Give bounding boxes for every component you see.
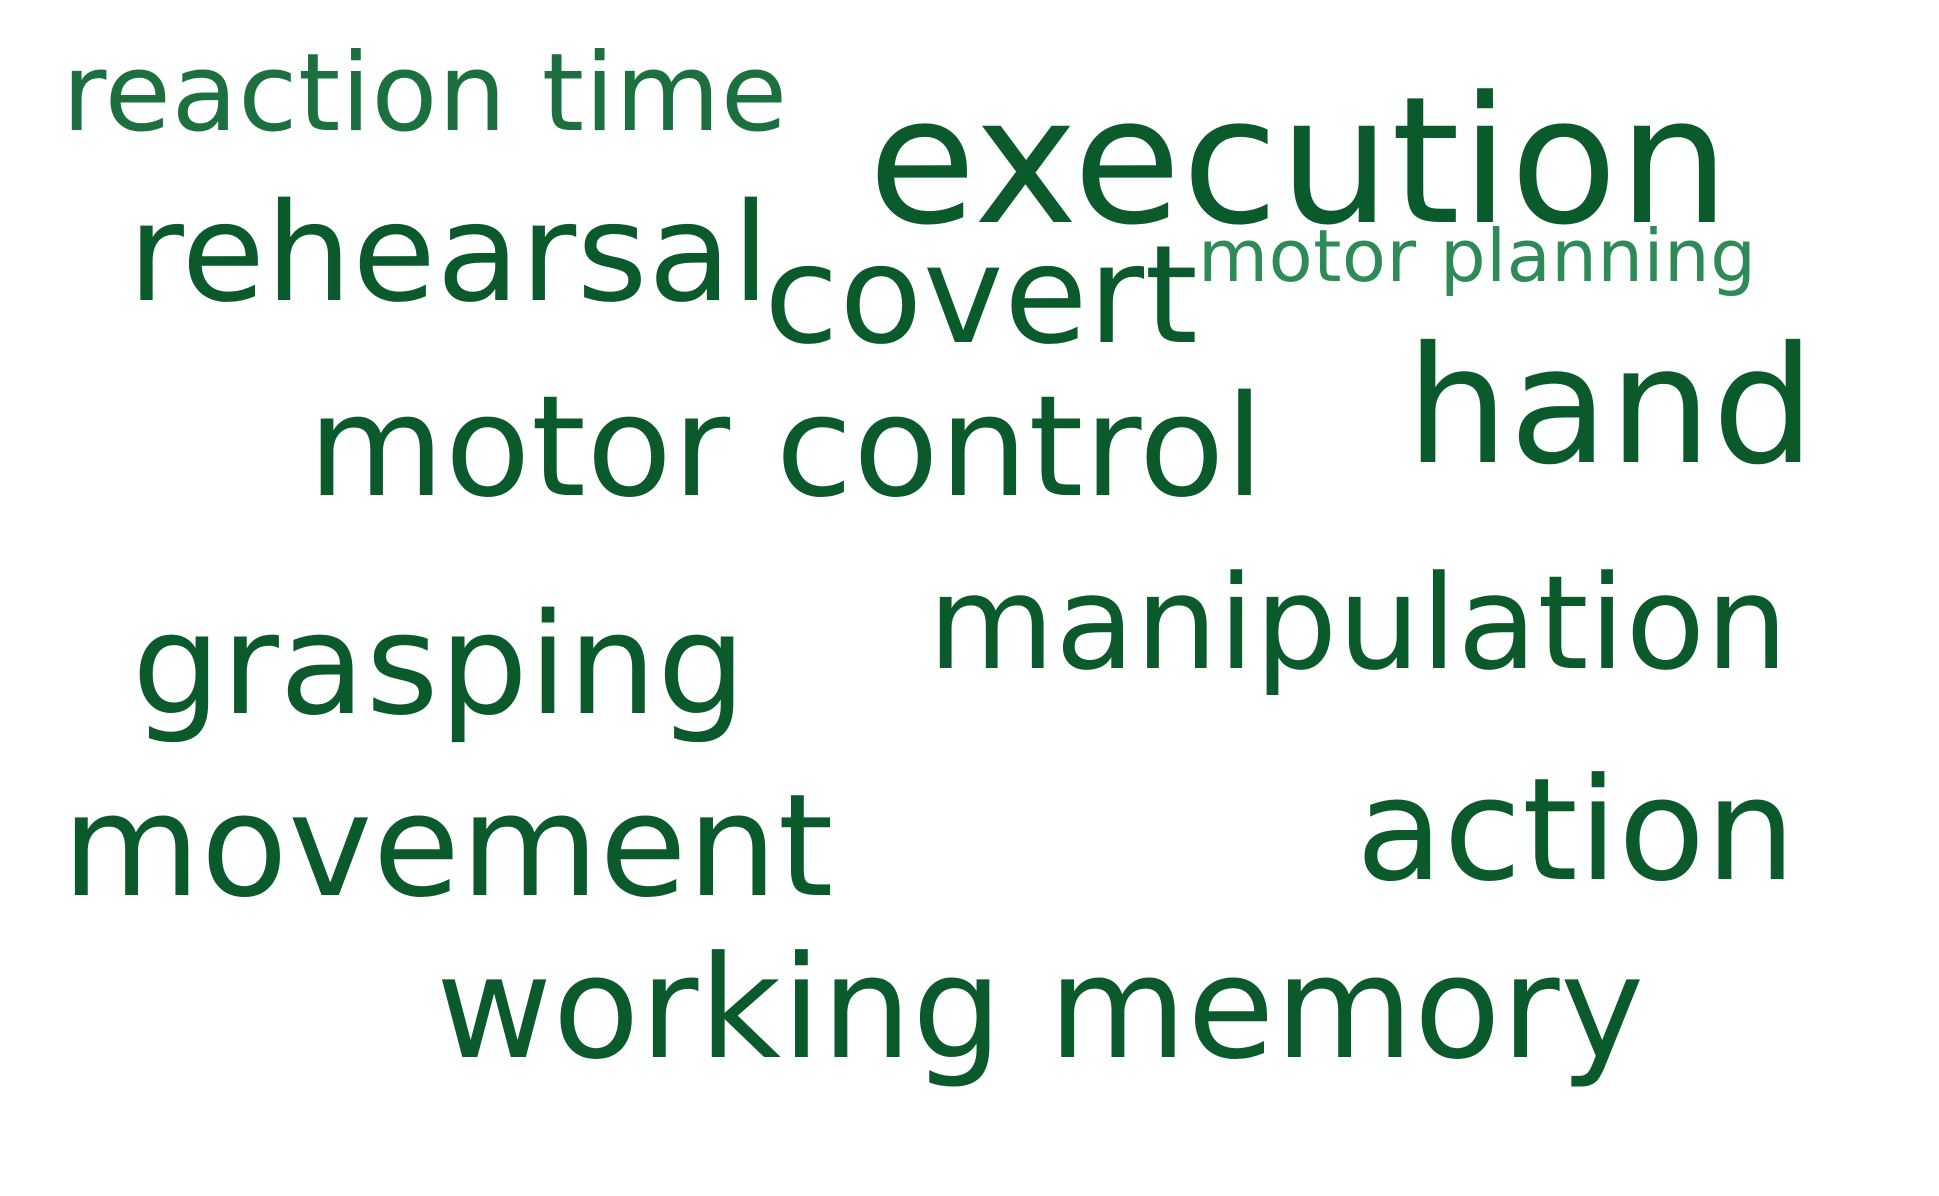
word-motor-control: motor control: [308, 366, 1265, 529]
word-motor-planning: motor planning: [1198, 214, 1757, 298]
word-hand: hand: [1406, 313, 1816, 501]
word-action: action: [1356, 748, 1797, 913]
word-rehearsal: rehearsal: [128, 175, 771, 333]
word-movement: movement: [62, 764, 834, 929]
word-covert: covert: [764, 217, 1199, 375]
word-grasping: grasping: [132, 584, 747, 747]
word-reaction-time: reaction time: [62, 31, 788, 156]
word-working-memory: working memory: [436, 926, 1645, 1091]
word-execution: execution: [868, 59, 1731, 264]
word-manipulation: manipulation: [928, 547, 1789, 699]
